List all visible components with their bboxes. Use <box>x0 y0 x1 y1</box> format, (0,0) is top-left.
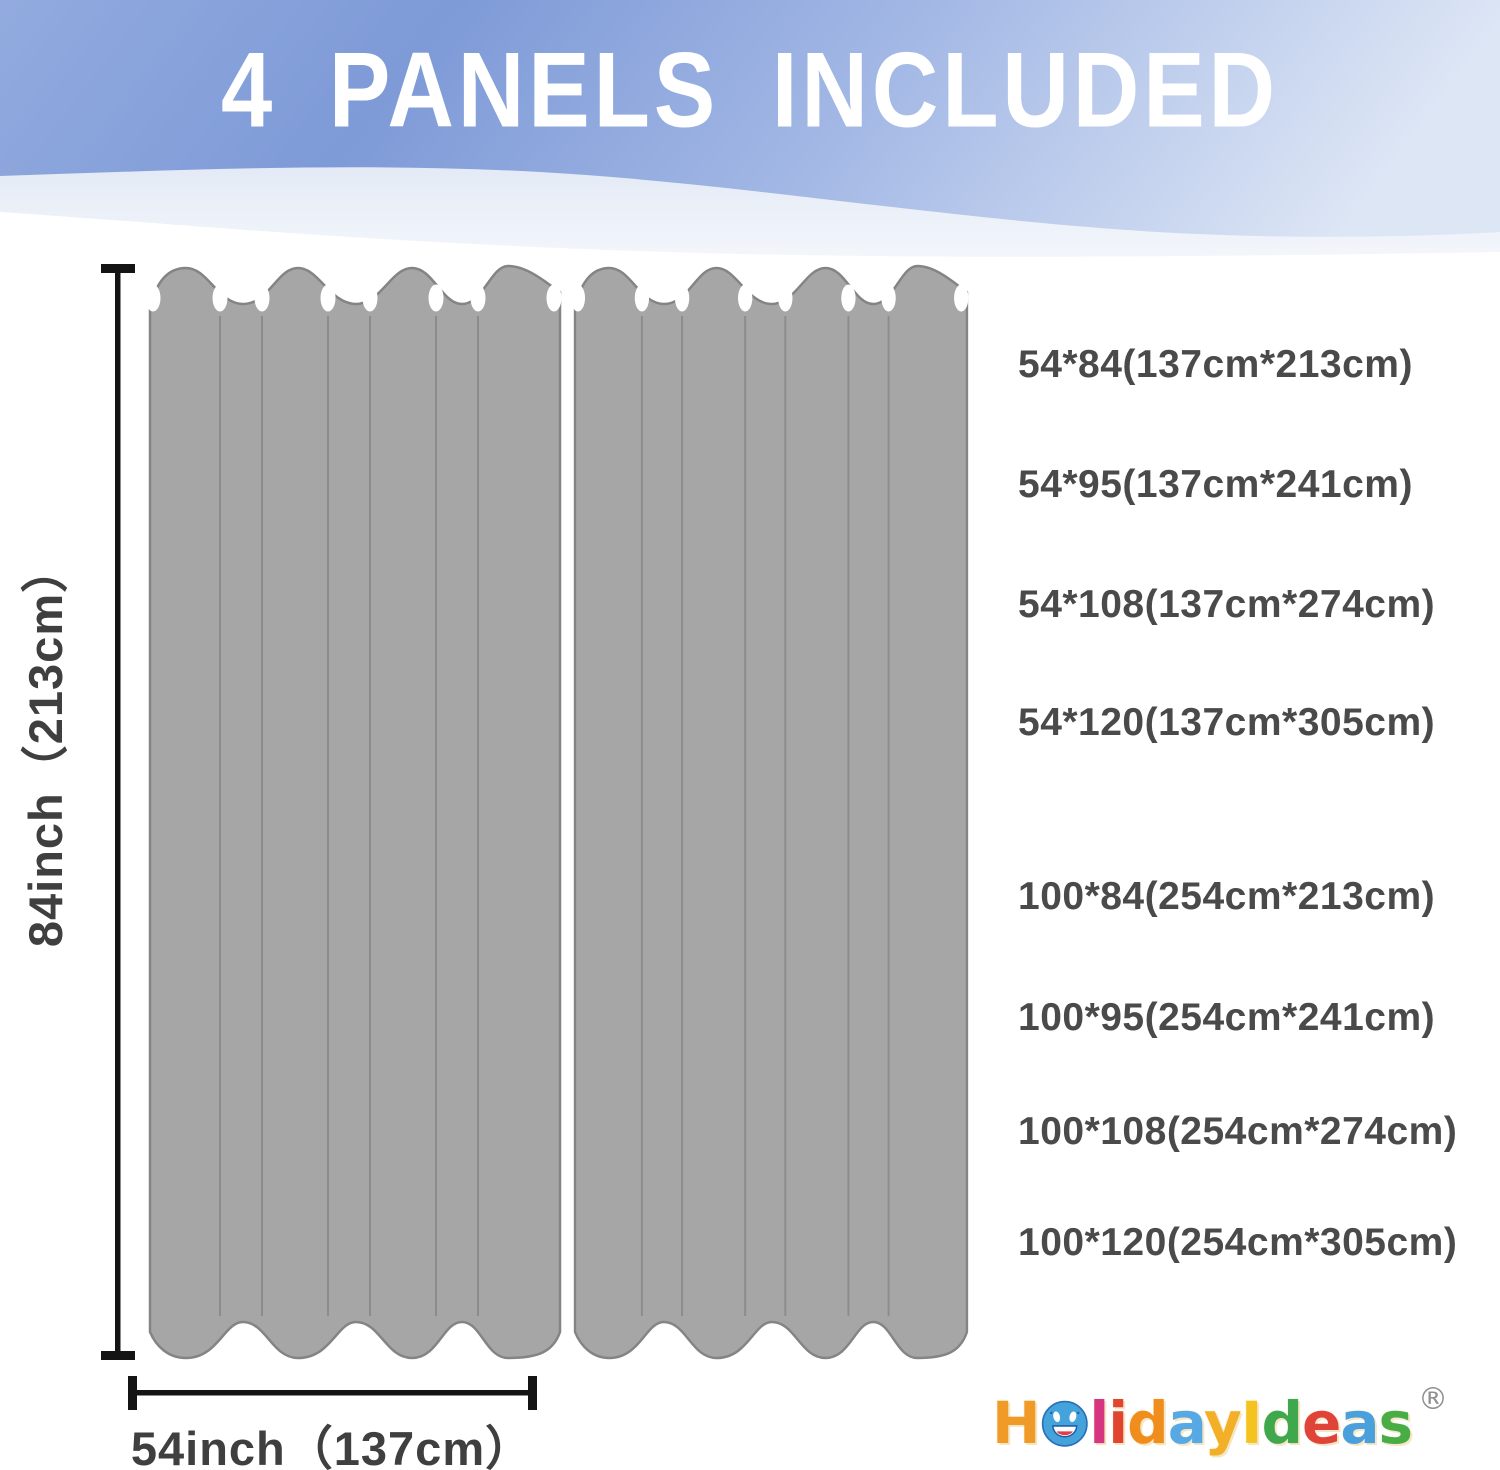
size-option: 54*95(137cm*241cm) <box>1018 463 1413 506</box>
logo-letter: s <box>1378 1389 1413 1458</box>
size-option: 100*84(254cm*213cm) <box>1018 875 1436 918</box>
logo-letter: y <box>1204 1389 1242 1458</box>
size-option: 100*120(254cm*305cm) <box>1018 1221 1458 1264</box>
logo-letter: a <box>1340 1389 1379 1458</box>
size-option: 54*84(137cm*213cm) <box>1018 343 1413 386</box>
size-option: 54*108(137cm*274cm) <box>1018 583 1436 626</box>
logo-letter: a <box>1167 1389 1205 1458</box>
logo-letter: d <box>1261 1389 1303 1458</box>
height-dimension-arrow <box>101 264 135 1360</box>
height-dimension-label: 84inch（213cm） <box>19 545 72 947</box>
curtain-panel-right <box>569 264 970 1360</box>
logo-letter: H <box>991 1389 1041 1458</box>
size-list: 54*84(137cm*213cm) 54*95(137cm*241cm) 54… <box>1018 0 1493 1470</box>
curtain-panel-left <box>144 264 563 1360</box>
width-dimension-label: 54inch（137cm） <box>131 1422 533 1470</box>
logo-letter: l <box>1089 1389 1109 1458</box>
size-option: 100*95(254cm*241cm) <box>1018 996 1436 1039</box>
logo-letter: i <box>1108 1389 1128 1458</box>
logo-letter: I <box>1240 1389 1263 1458</box>
page-title: 4 PANELS INCLUDED <box>220 31 1279 150</box>
header-banner: 4 PANELS INCLUDED <box>0 0 1500 270</box>
header-wave-background <box>0 0 1500 257</box>
registered-trademark-icon: ® <box>1418 1382 1448 1417</box>
width-dimension-arrow <box>128 1376 537 1410</box>
logo-letter: d <box>1127 1389 1169 1458</box>
size-option: 100*108(254cm*274cm) <box>1018 1110 1458 1153</box>
smiley-face-icon <box>1041 1400 1089 1448</box>
logo-letter: e <box>1301 1389 1341 1458</box>
size-option: 54*120(137cm*305cm) <box>1018 701 1436 744</box>
header-blue-wave <box>0 0 1500 237</box>
curtain-diagram: 84inch（213cm） 54inch（137cm） <box>19 264 970 1470</box>
